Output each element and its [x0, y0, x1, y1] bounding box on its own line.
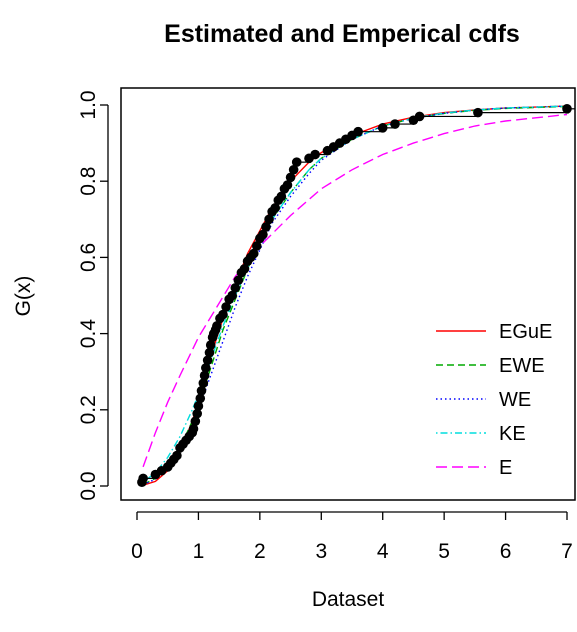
empirical-point: [190, 416, 201, 427]
legend-label-egue: EGuE: [499, 321, 552, 343]
plot-frame: [120, 87, 576, 501]
empirical-point: [188, 424, 199, 434]
empirical-point: [239, 264, 250, 274]
empirical-point: [198, 378, 209, 388]
x-axis-label: Dataset: [312, 588, 385, 611]
empirical-point: [291, 157, 302, 167]
y-axis-label: G(x): [12, 276, 35, 317]
empirical-point: [377, 123, 388, 133]
empirical-cdf: [137, 104, 575, 487]
y-tick-label: 0.2: [77, 395, 100, 424]
empirical-point: [390, 119, 400, 129]
empirical-point: [199, 370, 210, 381]
y-tick-label: 0.6: [77, 243, 100, 272]
empirical-point: [264, 214, 274, 225]
empirical-point: [251, 241, 262, 251]
empirical-point: [562, 104, 572, 114]
empirical-point: [196, 385, 207, 396]
empirical-point: [473, 107, 483, 118]
empirical-point: [193, 401, 204, 411]
empirical-point: [261, 222, 271, 232]
series-e-line: [142, 113, 568, 468]
x-tick-label: 5: [438, 540, 450, 563]
y-tick-label: 0.0: [77, 471, 100, 500]
x-tick-label: 3: [315, 540, 327, 563]
x-tick-label: 4: [377, 540, 389, 563]
empirical-point: [270, 203, 281, 213]
empirical-point: [202, 355, 213, 366]
empirical-point: [258, 229, 268, 240]
chart-title: Estimated and Emperical cdfs: [164, 20, 520, 48]
empirical-point: [285, 172, 296, 183]
legend: EGuE EWE WE KE E: [436, 321, 552, 479]
empirical-point: [248, 248, 259, 259]
x-axis: 0 1 2 3 4 5 6 7: [131, 511, 573, 563]
empirical-point: [414, 111, 425, 122]
y-tick-label: 0.4: [77, 319, 100, 349]
y-axis: 0.0 0.2 0.4 0.6 0.8 1.0: [77, 90, 109, 501]
empirical-point: [233, 275, 244, 286]
x-tick-label: 2: [254, 540, 266, 563]
x-tick-label: 6: [500, 540, 512, 563]
empirical-point: [310, 149, 320, 160]
empirical-point: [138, 473, 148, 484]
empirical-point: [353, 126, 363, 137]
y-tick-label: 0.8: [77, 167, 100, 196]
empirical-point: [205, 340, 216, 350]
empirical-point: [282, 180, 293, 190]
empirical-point: [201, 363, 211, 373]
empirical-point: [212, 321, 222, 331]
empirical-point: [288, 164, 299, 175]
empirical-point: [172, 450, 182, 461]
legend-label-we: WE: [499, 389, 531, 411]
empirical-point: [276, 191, 287, 202]
legend-label-ewe: EWE: [499, 355, 545, 377]
x-tick-label: 1: [193, 540, 205, 563]
empirical-point: [195, 393, 206, 404]
x-tick-label: 0: [131, 540, 143, 563]
y-tick-label: 1.0: [77, 90, 100, 119]
empirical-point: [218, 309, 228, 320]
empirical-point: [230, 283, 241, 293]
empirical-point: [221, 302, 231, 312]
empirical-point: [227, 290, 238, 301]
legend-label-ke: KE: [499, 423, 526, 445]
legend-label-e: E: [499, 457, 512, 479]
empirical-point: [204, 347, 215, 358]
empirical-point: [192, 408, 202, 419]
x-tick-label: 7: [561, 540, 573, 563]
